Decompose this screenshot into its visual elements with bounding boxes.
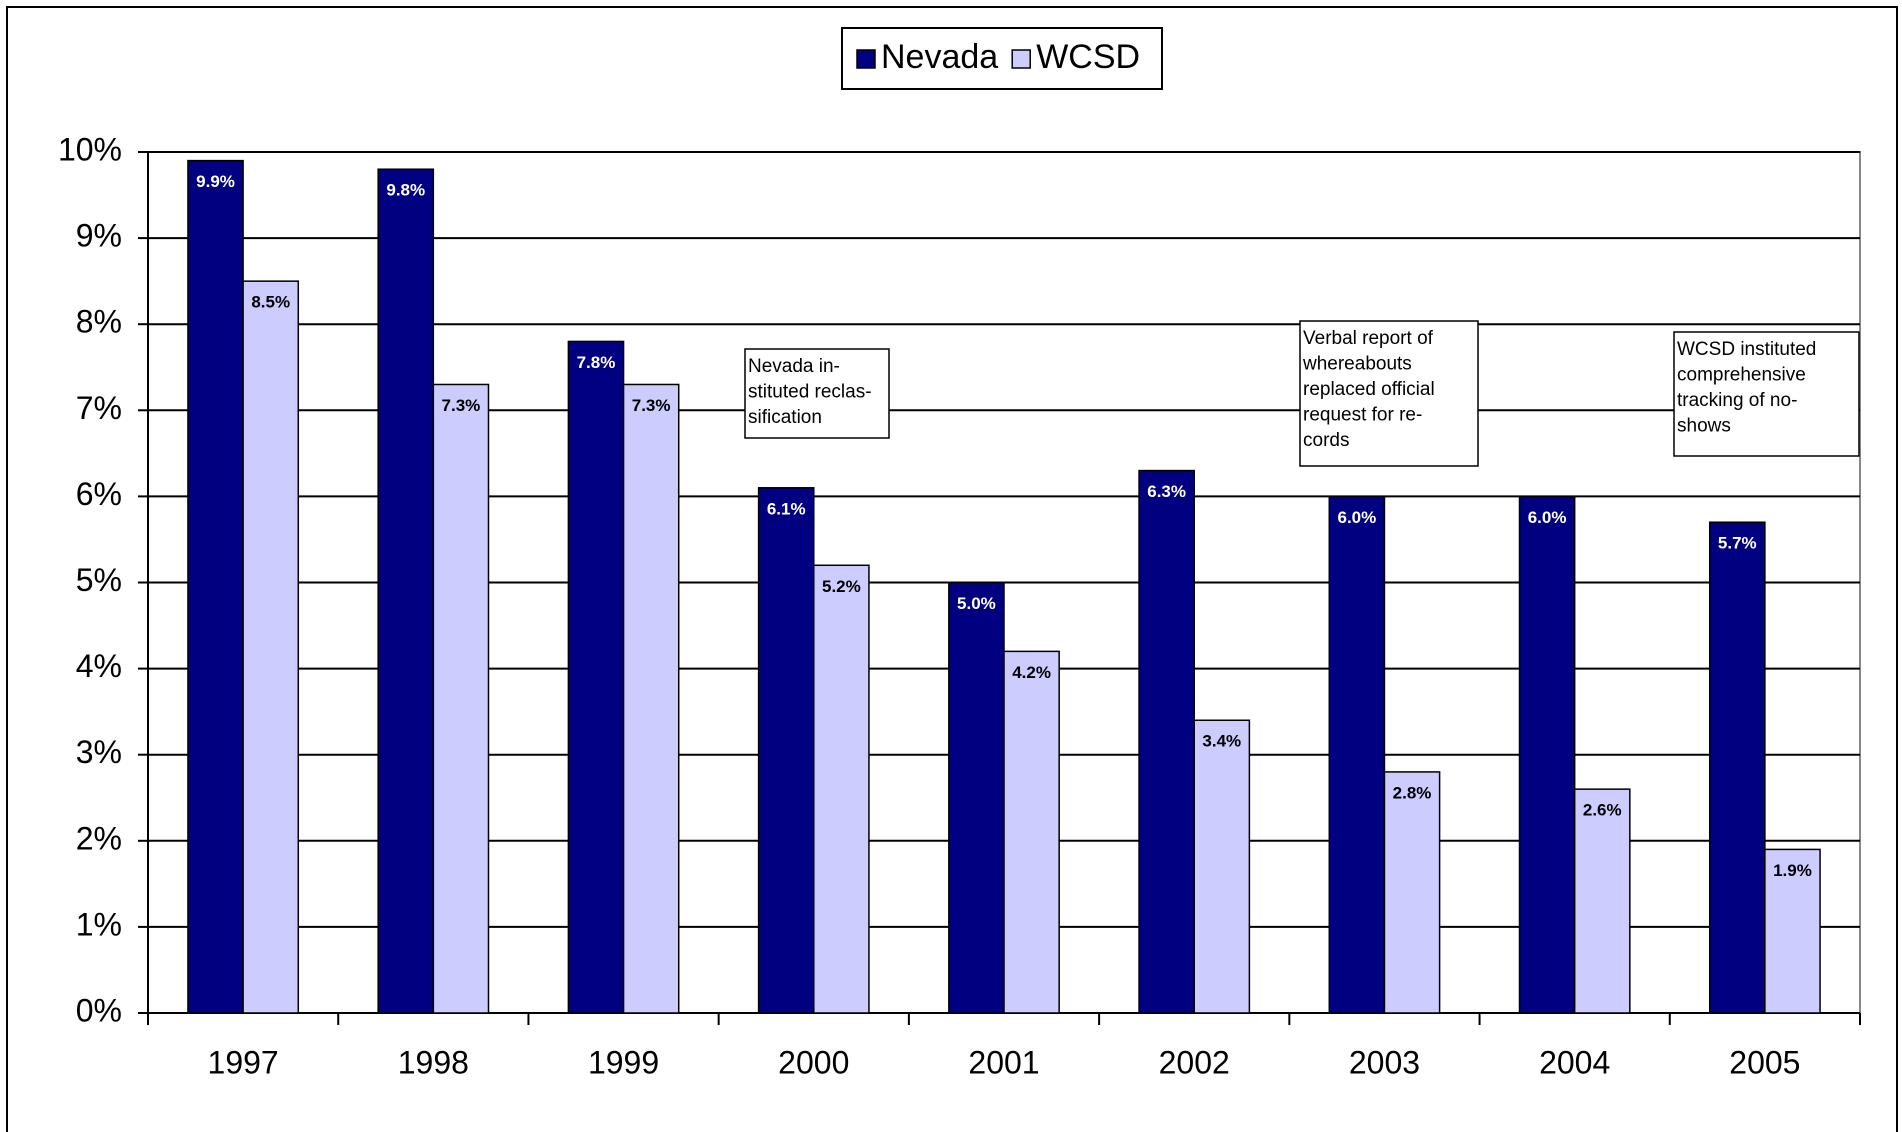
x-tick-label: 2004 xyxy=(1539,1044,1610,1080)
bar xyxy=(1708,521,1766,1014)
annotation-text: Nevada in- xyxy=(748,356,840,377)
bar xyxy=(1518,495,1576,1014)
value-label: 5.2% xyxy=(822,577,861,596)
x-tick-label: 2002 xyxy=(1159,1044,1230,1080)
bar xyxy=(1193,719,1251,1014)
bar xyxy=(567,340,625,1014)
value-label: 7.3% xyxy=(632,396,671,415)
bar xyxy=(242,280,300,1014)
annotation-text: cords xyxy=(1303,430,1349,451)
value-label: 3.4% xyxy=(1202,732,1241,751)
annotation-box xyxy=(744,348,890,439)
y-tick-label: 3% xyxy=(76,734,122,770)
bar xyxy=(948,581,1005,1014)
legend xyxy=(841,27,1163,90)
legend-label: Nevada xyxy=(881,38,998,76)
x-tick-label: 2005 xyxy=(1729,1044,1800,1080)
y-tick-label: 7% xyxy=(76,390,122,426)
legend-swatch xyxy=(856,49,876,69)
bar xyxy=(1138,469,1195,1014)
bar xyxy=(1573,788,1631,1014)
value-label: 6.0% xyxy=(1528,508,1567,527)
bar xyxy=(1764,848,1821,1014)
value-label: 9.9% xyxy=(196,172,235,191)
annotation-box xyxy=(1299,320,1479,467)
value-label: 7.3% xyxy=(442,396,481,415)
annotation-text: replaced official xyxy=(1303,379,1435,400)
y-tick-label: 8% xyxy=(76,304,122,340)
value-label: 9.8% xyxy=(386,181,425,200)
bar xyxy=(757,487,815,1014)
legend-label: WCSD xyxy=(1036,38,1140,76)
annotation-text: tracking of no- xyxy=(1677,390,1797,411)
value-label: 2.6% xyxy=(1583,801,1622,820)
x-tick-label: 1999 xyxy=(588,1044,659,1080)
x-tick-label: 2000 xyxy=(778,1044,849,1080)
bar xyxy=(1003,650,1060,1014)
x-tick-label: 1997 xyxy=(208,1044,279,1080)
value-label: 1.9% xyxy=(1773,861,1812,880)
annotation-text: Verbal report of xyxy=(1303,328,1434,349)
annotation-text: whereabouts xyxy=(1302,354,1412,375)
value-label: 4.2% xyxy=(1012,663,1051,682)
value-label: 5.7% xyxy=(1718,534,1757,553)
y-tick-label: 4% xyxy=(76,648,122,684)
y-tick-label: 0% xyxy=(76,992,122,1028)
bar xyxy=(1383,771,1441,1014)
value-label: 2.8% xyxy=(1393,783,1432,802)
annotation-box xyxy=(1673,331,1860,457)
y-tick-label: 10% xyxy=(58,131,122,167)
value-label: 6.0% xyxy=(1337,508,1376,527)
x-tick-label: 1998 xyxy=(398,1044,469,1080)
annotation-text: WCSD instituted xyxy=(1677,339,1816,360)
y-tick-label: 9% xyxy=(76,218,122,254)
value-label: 6.1% xyxy=(767,499,806,518)
bar xyxy=(622,383,680,1014)
y-tick-label: 5% xyxy=(76,562,122,598)
x-tick-label: 2003 xyxy=(1349,1044,1420,1080)
annotation-text: request for re- xyxy=(1303,405,1422,426)
annotation-text: sification xyxy=(748,407,822,428)
annotation-text: comprehensive xyxy=(1677,365,1806,386)
bar xyxy=(432,383,490,1014)
y-tick-label: 6% xyxy=(76,476,122,512)
value-label: 6.3% xyxy=(1147,482,1186,501)
bar xyxy=(377,168,435,1014)
bar xyxy=(187,159,244,1014)
annotation-text: stituted reclas- xyxy=(748,382,872,403)
y-tick-label: 1% xyxy=(76,906,122,942)
value-label: 7.8% xyxy=(577,353,616,372)
legend-swatch xyxy=(1011,49,1031,69)
value-label: 5.0% xyxy=(957,594,996,613)
y-tick-label: 2% xyxy=(76,820,122,856)
bar xyxy=(813,564,870,1014)
bar xyxy=(1328,495,1386,1014)
x-tick-label: 2001 xyxy=(968,1044,1039,1080)
annotation-text: shows xyxy=(1677,416,1731,437)
value-label: 8.5% xyxy=(251,293,290,312)
